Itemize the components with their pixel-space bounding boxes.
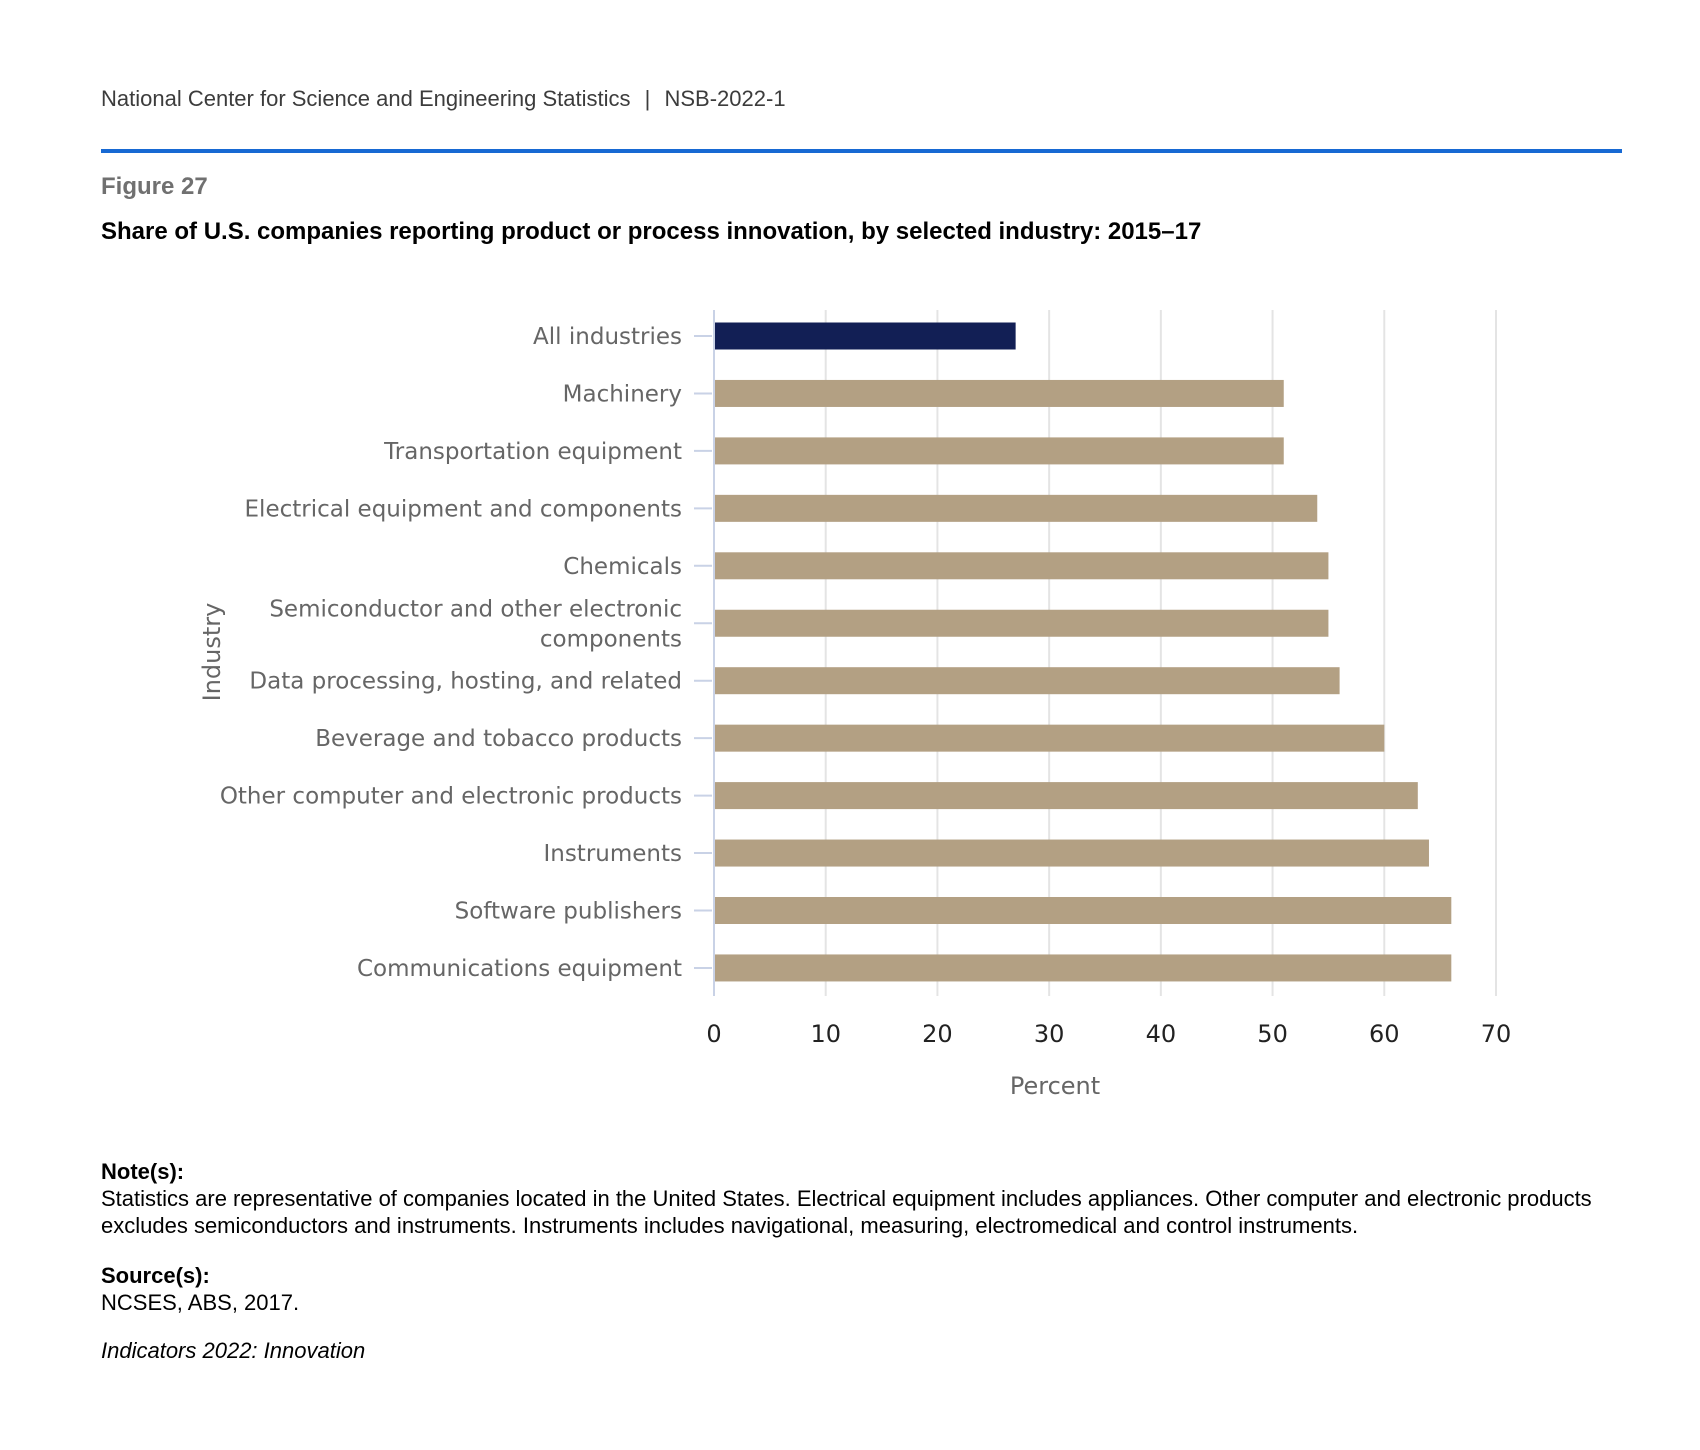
- bar-chart: 0 10 20 30 40 50 60 70 All industries Machinery Tr…: [198, 310, 1512, 1100]
- category-label: Other computer and electronic products: [220, 784, 682, 810]
- bar: [715, 322, 1016, 350]
- bar: [715, 552, 1329, 580]
- report-id: NSB-2022-1: [664, 86, 786, 111]
- category-label: Beverage and tobacco products: [315, 726, 682, 752]
- x-tick-label: 30: [1034, 1020, 1065, 1048]
- category-label: Software publishers: [455, 899, 682, 925]
- category-label: All industries: [533, 324, 682, 350]
- notes-text: Statistics are representative of compani…: [101, 1186, 1592, 1238]
- category-label: Chemicals: [563, 554, 682, 580]
- x-tick-label: 70: [1481, 1020, 1512, 1048]
- notes-heading: Note(s):: [101, 1159, 185, 1184]
- bar: [715, 667, 1340, 695]
- x-tick-label: 40: [1146, 1020, 1177, 1048]
- category-label: Electrical equipment and components: [245, 496, 682, 522]
- x-tick-label: 50: [1257, 1020, 1288, 1048]
- bar: [715, 379, 1284, 407]
- source-heading: Source(s):: [101, 1263, 210, 1288]
- x-axis-title: Percent: [1010, 1072, 1100, 1100]
- category-label: Transportation equipment: [383, 439, 682, 465]
- category-label: Data processing, hosting, and related: [249, 669, 682, 695]
- x-tick-label: 60: [1369, 1020, 1400, 1048]
- bar: [715, 897, 1452, 924]
- bar: [715, 724, 1385, 752]
- category-label: Semiconductor and other electronic compon…: [269, 596, 682, 652]
- indicators-line: Indicators 2022: Innovation: [101, 1338, 366, 1363]
- y-axis-title: Industry: [198, 603, 226, 702]
- bar: [715, 954, 1452, 982]
- bar: [715, 839, 1429, 867]
- org-name: National Center for Science and Engineer…: [101, 86, 631, 111]
- x-tick-label: 10: [810, 1020, 841, 1048]
- notes-block: Note(s): Statistics are representative o…: [101, 1158, 1641, 1239]
- x-tick-label: 0: [706, 1020, 721, 1048]
- bar: [715, 609, 1329, 637]
- header-rule: [101, 149, 1622, 153]
- bar: [715, 782, 1418, 810]
- report-header: National Center for Science and Engineer…: [101, 86, 786, 112]
- x-tick-label: 20: [922, 1020, 953, 1048]
- source-block: Source(s): NCSES, ABS, 2017.: [101, 1262, 299, 1316]
- category-label: Machinery: [563, 381, 682, 407]
- header-separator: |: [644, 86, 651, 111]
- bar: [715, 494, 1318, 522]
- figure-label: Figure 27: [101, 173, 208, 200]
- category-label: Instruments: [543, 841, 682, 867]
- category-label: Communications equipment: [357, 956, 682, 982]
- source-text: NCSES, ABS, 2017.: [101, 1290, 300, 1315]
- bar: [715, 437, 1284, 465]
- figure-title: Share of U.S. companies reporting produc…: [101, 218, 1202, 245]
